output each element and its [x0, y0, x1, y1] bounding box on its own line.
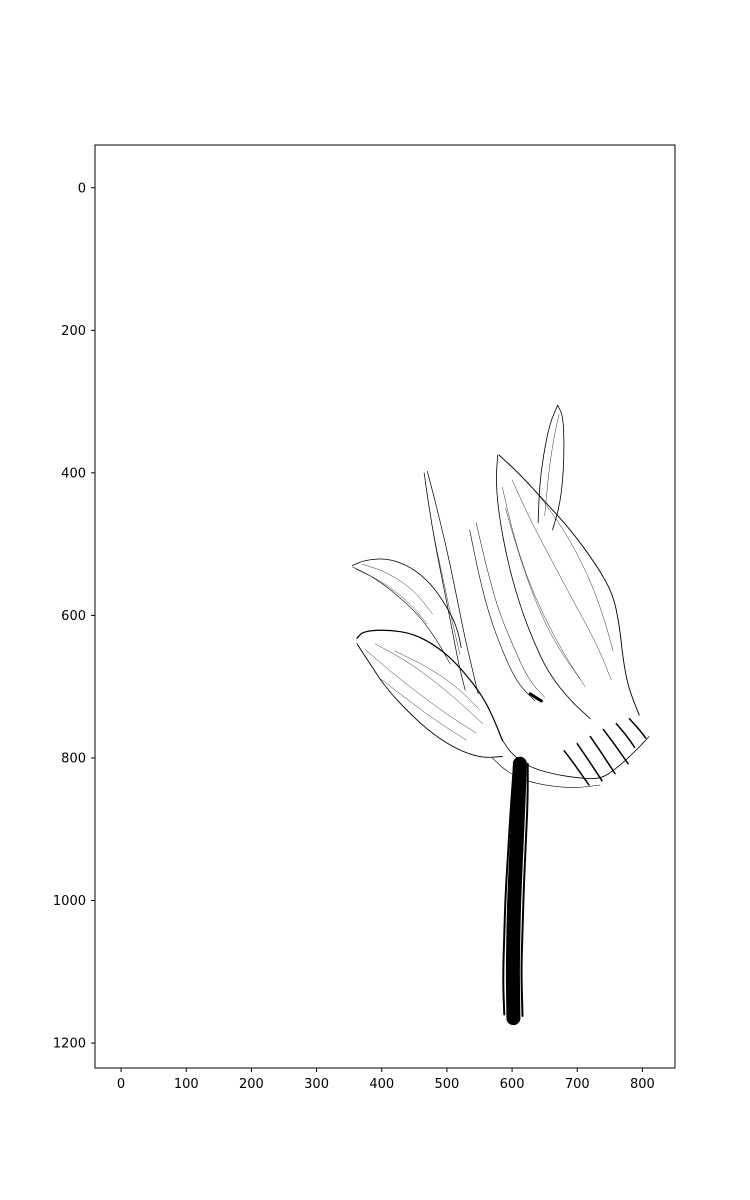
y-tick-label: 1000	[53, 894, 86, 909]
stroke-stem-right-edge	[520, 762, 529, 1017]
stroke-petal-lower-bottom-edge	[356, 643, 503, 758]
stroke-petal-lower-outline	[356, 629, 503, 741]
stroke-stem-strand-1	[516, 768, 525, 1023]
x-tick-label: 700	[565, 1077, 590, 1092]
stroke-petal-top-tip-inner	[544, 414, 560, 516]
stroke-receptacle-hatch-2	[589, 735, 616, 775]
plot-area	[95, 145, 675, 1068]
stroke-receptacle-hatch-1	[576, 742, 603, 782]
x-tick-label: 500	[434, 1077, 459, 1092]
x-tick-label: 100	[174, 1077, 199, 1092]
stroke-petal-center-hatch-1	[502, 486, 586, 687]
stroke-petal-top-tip-right	[552, 404, 565, 531]
x-tick-label: 800	[630, 1077, 655, 1092]
stroke-center-petal-left-side	[469, 529, 536, 702]
stroke-petal-lower-hatch-3	[381, 679, 467, 741]
stroke-petal-lower-hatch-4	[394, 650, 480, 710]
y-tick-label: 200	[61, 324, 86, 339]
drawing-strokes	[352, 404, 650, 1026]
stroke-petal-narrow-right-edge	[427, 471, 479, 695]
stroke-petal-center-hatch-4	[537, 494, 614, 652]
y-tick-label: 800	[61, 751, 86, 766]
y-tick-label: 0	[78, 181, 86, 196]
x-tick-label: 200	[239, 1077, 264, 1092]
stroke-petal-narrow-hatch	[425, 486, 461, 655]
stroke-receptacle-hatch-3	[602, 728, 629, 765]
y-tick-label: 400	[61, 466, 86, 481]
stroke-stem-left-edge	[502, 764, 515, 1016]
stroke-petal-top-tip-left	[537, 404, 559, 524]
y-axis: 0 200 400 600 800 1000 1200	[53, 181, 95, 1052]
axes-frame	[94, 144, 676, 1069]
stroke-petal-center-left-edge	[496, 454, 591, 720]
stroke-receptacle-hatch-4	[615, 722, 636, 749]
stroke-petal-lower-hatch-1	[365, 649, 477, 734]
stroke-petal-left-upper-hatch-2	[355, 568, 428, 625]
stroke-flower-base-lower	[492, 757, 601, 788]
stroke-petal-left-upper-hatch-1	[362, 563, 433, 615]
stroke-stem-core	[505, 756, 527, 1026]
stroke-petal-left-upper-lower-edge	[352, 566, 451, 665]
stroke-petal-center-hatch-3	[505, 508, 581, 680]
x-tick-label: 300	[304, 1077, 329, 1092]
stroke-receptacle-hatch-6	[628, 718, 647, 739]
stroke-stem-strand-2	[509, 766, 517, 1021]
stroke-small-dark-mark	[528, 692, 543, 703]
stroke-petal-lower-hatch-2	[375, 643, 483, 724]
y-tick-label: 600	[61, 609, 86, 624]
stroke-petal-center-right-edge	[498, 454, 640, 716]
x-axis: 0 100 200 300 400 500 600 700 800	[117, 1068, 655, 1092]
y-tick-label: 1200	[53, 1037, 86, 1052]
stroke-center-petal-left-side-2	[475, 522, 545, 698]
stroke-receptacle-hatch-5	[563, 750, 590, 786]
x-tick-label: 400	[369, 1077, 394, 1092]
stroke-petal-center-hatch-2	[511, 479, 612, 680]
x-tick-label: 0	[117, 1077, 125, 1092]
x-tick-label: 600	[500, 1077, 525, 1092]
